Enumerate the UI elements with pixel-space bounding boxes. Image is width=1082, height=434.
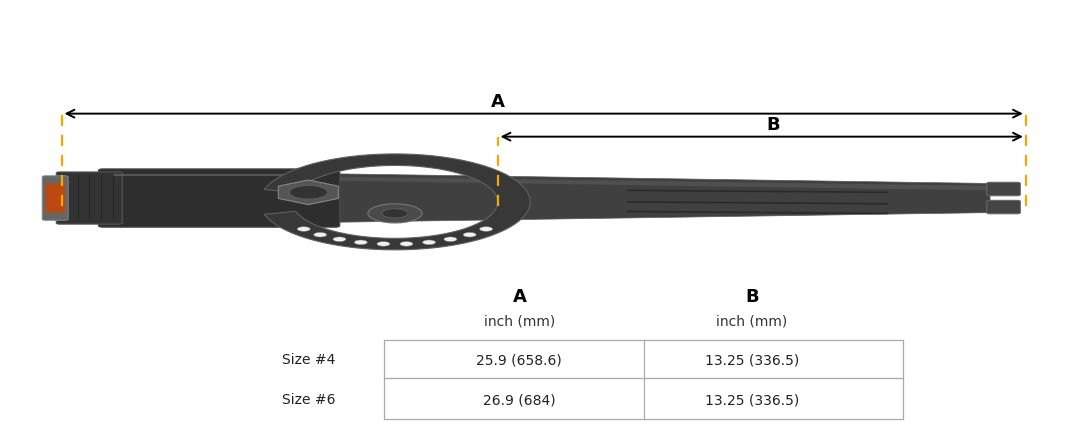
Polygon shape <box>103 174 990 191</box>
FancyBboxPatch shape <box>45 184 65 213</box>
Circle shape <box>298 227 311 232</box>
Text: Size #6: Size #6 <box>282 393 335 407</box>
Text: A: A <box>513 287 526 305</box>
Text: T-10X Multi-Position Adjustable Butt: T-10X Multi-Position Adjustable Butt <box>13 18 440 38</box>
Circle shape <box>444 237 457 242</box>
Text: 25.9 (658.6): 25.9 (658.6) <box>476 352 563 366</box>
Circle shape <box>333 237 346 242</box>
Circle shape <box>377 242 390 247</box>
Circle shape <box>382 209 408 218</box>
Text: B: B <box>767 115 780 134</box>
Circle shape <box>479 227 492 232</box>
Polygon shape <box>103 171 990 226</box>
Text: inch (mm): inch (mm) <box>484 314 555 328</box>
FancyBboxPatch shape <box>98 170 340 228</box>
Text: inch (mm): inch (mm) <box>716 314 788 328</box>
Text: Size #4: Size #4 <box>282 352 335 366</box>
Circle shape <box>463 233 476 237</box>
Text: 13.25 (336.5): 13.25 (336.5) <box>704 393 800 407</box>
Polygon shape <box>278 181 339 205</box>
Circle shape <box>354 240 367 245</box>
Circle shape <box>289 186 328 200</box>
Circle shape <box>368 204 422 224</box>
Circle shape <box>423 240 436 245</box>
FancyBboxPatch shape <box>987 183 1020 196</box>
Circle shape <box>400 242 413 247</box>
Polygon shape <box>264 155 530 250</box>
FancyBboxPatch shape <box>42 176 68 221</box>
Text: B: B <box>745 287 758 305</box>
Circle shape <box>314 233 327 237</box>
Text: 13.25 (336.5): 13.25 (336.5) <box>704 352 800 366</box>
FancyBboxPatch shape <box>56 173 122 225</box>
Text: 26.9 (684): 26.9 (684) <box>483 393 556 407</box>
Text: A: A <box>491 92 504 111</box>
FancyBboxPatch shape <box>987 201 1020 214</box>
